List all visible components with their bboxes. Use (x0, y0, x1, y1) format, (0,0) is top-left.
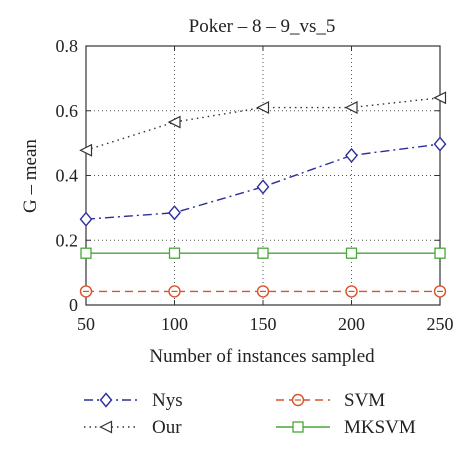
data-point-nys (345, 147, 358, 164)
data-point-mksvm (80, 247, 92, 259)
y-tick-label: 0.4 (56, 166, 79, 186)
x-tick-label: 100 (161, 314, 188, 334)
y-tick-label: 0.6 (56, 101, 79, 121)
data-point-nys (168, 205, 181, 221)
y-axis-label: G – mean (20, 139, 41, 213)
data-point-mksvm (434, 247, 446, 259)
data-point-our (79, 143, 93, 157)
y-tick-label: 0.8 (56, 36, 79, 56)
chart-title: Poker – 8 – 9_vs_5 (189, 16, 336, 37)
series-line-nys (85, 143, 441, 220)
legend-label-nys: Nys (152, 390, 183, 411)
legend-marker-our (99, 420, 113, 434)
data-point-nys (256, 179, 270, 195)
data-point-nys (79, 211, 93, 227)
data-point-our (344, 101, 358, 114)
y-tick-label: 0 (69, 295, 78, 315)
data-point-mksvm (345, 247, 358, 259)
x-tick-label: 50 (77, 314, 95, 334)
x-tick-label: 200 (338, 314, 365, 334)
data-point-our (167, 115, 181, 129)
legend-label-svm: SVM (344, 390, 385, 411)
data-point-our (433, 91, 447, 105)
legend-marker-nys (99, 392, 113, 408)
x-tick-label: 150 (250, 314, 277, 334)
data-point-mksvm (168, 247, 181, 259)
x-axis-label: Number of instances sampled (149, 346, 375, 367)
x-tick-label: 250 (427, 314, 454, 334)
data-point-mksvm (257, 247, 269, 259)
data-point-nys (433, 136, 447, 152)
y-tick-label: 0.2 (56, 230, 79, 250)
legend-label-mksvm: MKSVM (344, 417, 416, 438)
data-point-our (256, 101, 270, 114)
legend-label-our: Our (152, 417, 182, 438)
legend: Nys Our SVM MKSVM (84, 390, 416, 438)
legend-marker-mksvm (292, 421, 304, 433)
plot-area: 50 100 150 200 250 0 0.2 0.4 0.6 0.8 (56, 36, 454, 334)
